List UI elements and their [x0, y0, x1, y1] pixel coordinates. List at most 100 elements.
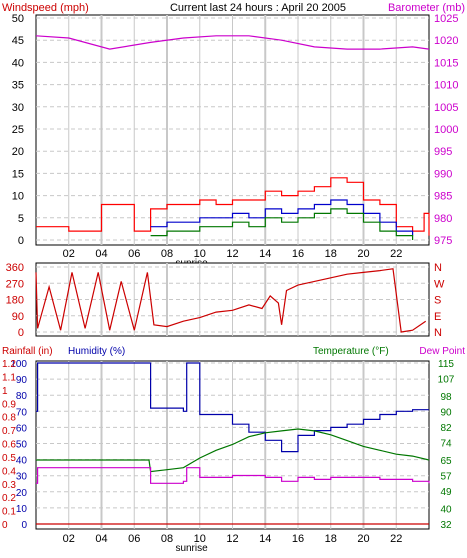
windspeed-tick-label: 25 — [12, 124, 24, 136]
windspeed-axis-title: Windspeed (mph) — [2, 2, 89, 14]
direction-compass-label: W — [434, 278, 445, 290]
humidity-tick-label: 80 — [16, 391, 28, 402]
climate-x-tick-label: 08 — [161, 533, 173, 545]
rainfall-tick-label: 0.5 — [2, 453, 16, 464]
temperature-tick-label: 57 — [440, 472, 452, 483]
wind-x-tick-label: 12 — [226, 248, 238, 260]
rainfall-tick-label: 0.3 — [2, 480, 16, 491]
climate-x-tick-label: 22 — [390, 533, 402, 545]
wind-x-tick-label: 16 — [292, 248, 304, 260]
rainfall-tick-label: 0 — [2, 520, 8, 531]
windspeed-tick-label: 30 — [12, 102, 24, 114]
wind-x-tick-label: 08 — [161, 248, 173, 260]
rainfall-tick-label: 1.2 — [2, 359, 16, 370]
rainfall-tick-label: 1.1 — [2, 372, 16, 383]
rainfall-tick-label: 0.8 — [2, 413, 16, 424]
humidity-tick-label: 20 — [16, 488, 28, 499]
rain-humidity-temperature-panel: 0 10 20 30 40 50 60 70 80 90 100 0 0.1 0.2 0.3 0.4 0.5 0.… — [2, 359, 455, 554]
temperature-tick-label: 74 — [440, 439, 452, 450]
dew-point-line — [36, 467, 430, 484]
climate-sunrise-label: sunrise — [175, 543, 208, 554]
wind-x-tick-label: 18 — [325, 248, 337, 260]
climate-x-tick-label: 10 — [194, 533, 206, 545]
windspeed-tick-label: 50 — [12, 13, 24, 25]
wind-x-tick-label: 10 — [194, 248, 206, 260]
rainfall-tick-label: 1 — [2, 386, 8, 397]
humidity-tick-label: 0 — [21, 520, 27, 531]
direction-compass-label: S — [434, 295, 441, 307]
humidity-axis-title: Humidity (%) — [68, 346, 125, 357]
barometer-axis-title: Barometer (mb) — [388, 2, 465, 14]
barometer-tick-label: 985 — [434, 191, 452, 203]
direction-compass-label: N — [434, 262, 442, 274]
barometer-tick-label: 1005 — [434, 102, 458, 114]
wind-series-line — [150, 199, 414, 236]
wind-x-tick-label: 06 — [128, 248, 140, 260]
humidity-tick-label: 30 — [16, 472, 28, 483]
direction-degree-label: 270 — [6, 278, 24, 290]
climate-x-tick-label: 04 — [95, 533, 107, 545]
climate-x-tick-label: 20 — [357, 533, 369, 545]
temperature-axis-title: Temperature (°F) — [313, 346, 389, 357]
humidity-tick-label: 40 — [16, 456, 28, 467]
dew-point-axis-title: Dew Point — [419, 346, 465, 357]
barometer-tick-label: 1015 — [434, 57, 458, 69]
temperature-tick-label: 98 — [440, 392, 452, 403]
wind-barometer-panel: 0510152025303540455097598098599099510001… — [12, 13, 459, 269]
wind-x-tick-label: 22 — [390, 248, 402, 260]
humidity-tick-label: 100 — [10, 359, 27, 370]
climate-x-tick-label: 12 — [226, 533, 238, 545]
temperature-tick-label: 65 — [440, 456, 452, 467]
climate-x-tick-label: 18 — [325, 533, 337, 545]
temperature-tick-label: 107 — [438, 375, 455, 386]
temperature-tick-label: 49 — [440, 487, 452, 498]
windspeed-tick-label: 10 — [12, 191, 24, 203]
humidity-tick-label: 70 — [16, 407, 28, 418]
rainfall-tick-label: 0.9 — [2, 399, 16, 410]
windspeed-tick-label: 0 — [18, 235, 24, 247]
direction-degree-label: 360 — [6, 262, 24, 274]
page-title: Current last 24 hours : April 20 2005 — [170, 2, 346, 14]
windspeed-tick-label: 20 — [12, 146, 24, 158]
humidity-tick-label: 90 — [16, 375, 28, 386]
humidity-line — [36, 362, 429, 453]
rainfall-tick-label: 0.7 — [2, 426, 16, 437]
wind-x-tick-label: 14 — [259, 248, 271, 260]
wind-series-line — [150, 208, 414, 240]
barometer-line — [35, 35, 430, 50]
barometer-tick-label: 1025 — [434, 13, 458, 25]
wind-x-tick-label: 04 — [95, 248, 107, 260]
climate-x-tick-label: 14 — [259, 533, 271, 545]
climate-x-tick-label: 02 — [63, 533, 75, 545]
direction-degree-label: 180 — [6, 295, 24, 307]
temperature-line — [36, 428, 430, 473]
direction-degree-label: 90 — [12, 311, 24, 323]
direction-degree-label: 0 — [18, 327, 24, 339]
windspeed-tick-label: 45 — [12, 35, 24, 47]
temperature-tick-label: 90 — [440, 407, 452, 418]
rainfall-tick-label: 0.4 — [2, 466, 16, 477]
windspeed-tick-label: 35 — [12, 80, 24, 92]
rainfall-axis-title: Rainfall (in) — [2, 346, 53, 357]
rainfall-tick-label: 0.2 — [2, 493, 16, 504]
humidity-tick-label: 50 — [16, 440, 28, 451]
barometer-tick-label: 1010 — [434, 80, 458, 92]
rainfall-tick-label: 0.6 — [2, 440, 16, 451]
wind-direction-line — [35, 268, 427, 333]
temperature-tick-label: 40 — [440, 504, 452, 515]
barometer-tick-label: 990 — [434, 168, 452, 180]
barometer-tick-label: 1020 — [434, 35, 458, 47]
rainfall-tick-label: 0.1 — [2, 507, 16, 518]
windspeed-tick-label: 15 — [12, 168, 24, 180]
barometer-tick-label: 995 — [434, 146, 452, 158]
wind-x-tick-label: 02 — [63, 248, 75, 260]
climate-x-tick-label: 06 — [128, 533, 140, 545]
temperature-tick-label: 32 — [440, 520, 452, 531]
windspeed-tick-label: 5 — [18, 213, 24, 225]
wind-direction-panel: 0 N 90 E 180 S 270 W 360 N — [6, 262, 445, 339]
direction-compass-label: E — [434, 311, 441, 323]
barometer-tick-label: 975 — [434, 235, 452, 247]
barometer-tick-label: 980 — [434, 213, 452, 225]
